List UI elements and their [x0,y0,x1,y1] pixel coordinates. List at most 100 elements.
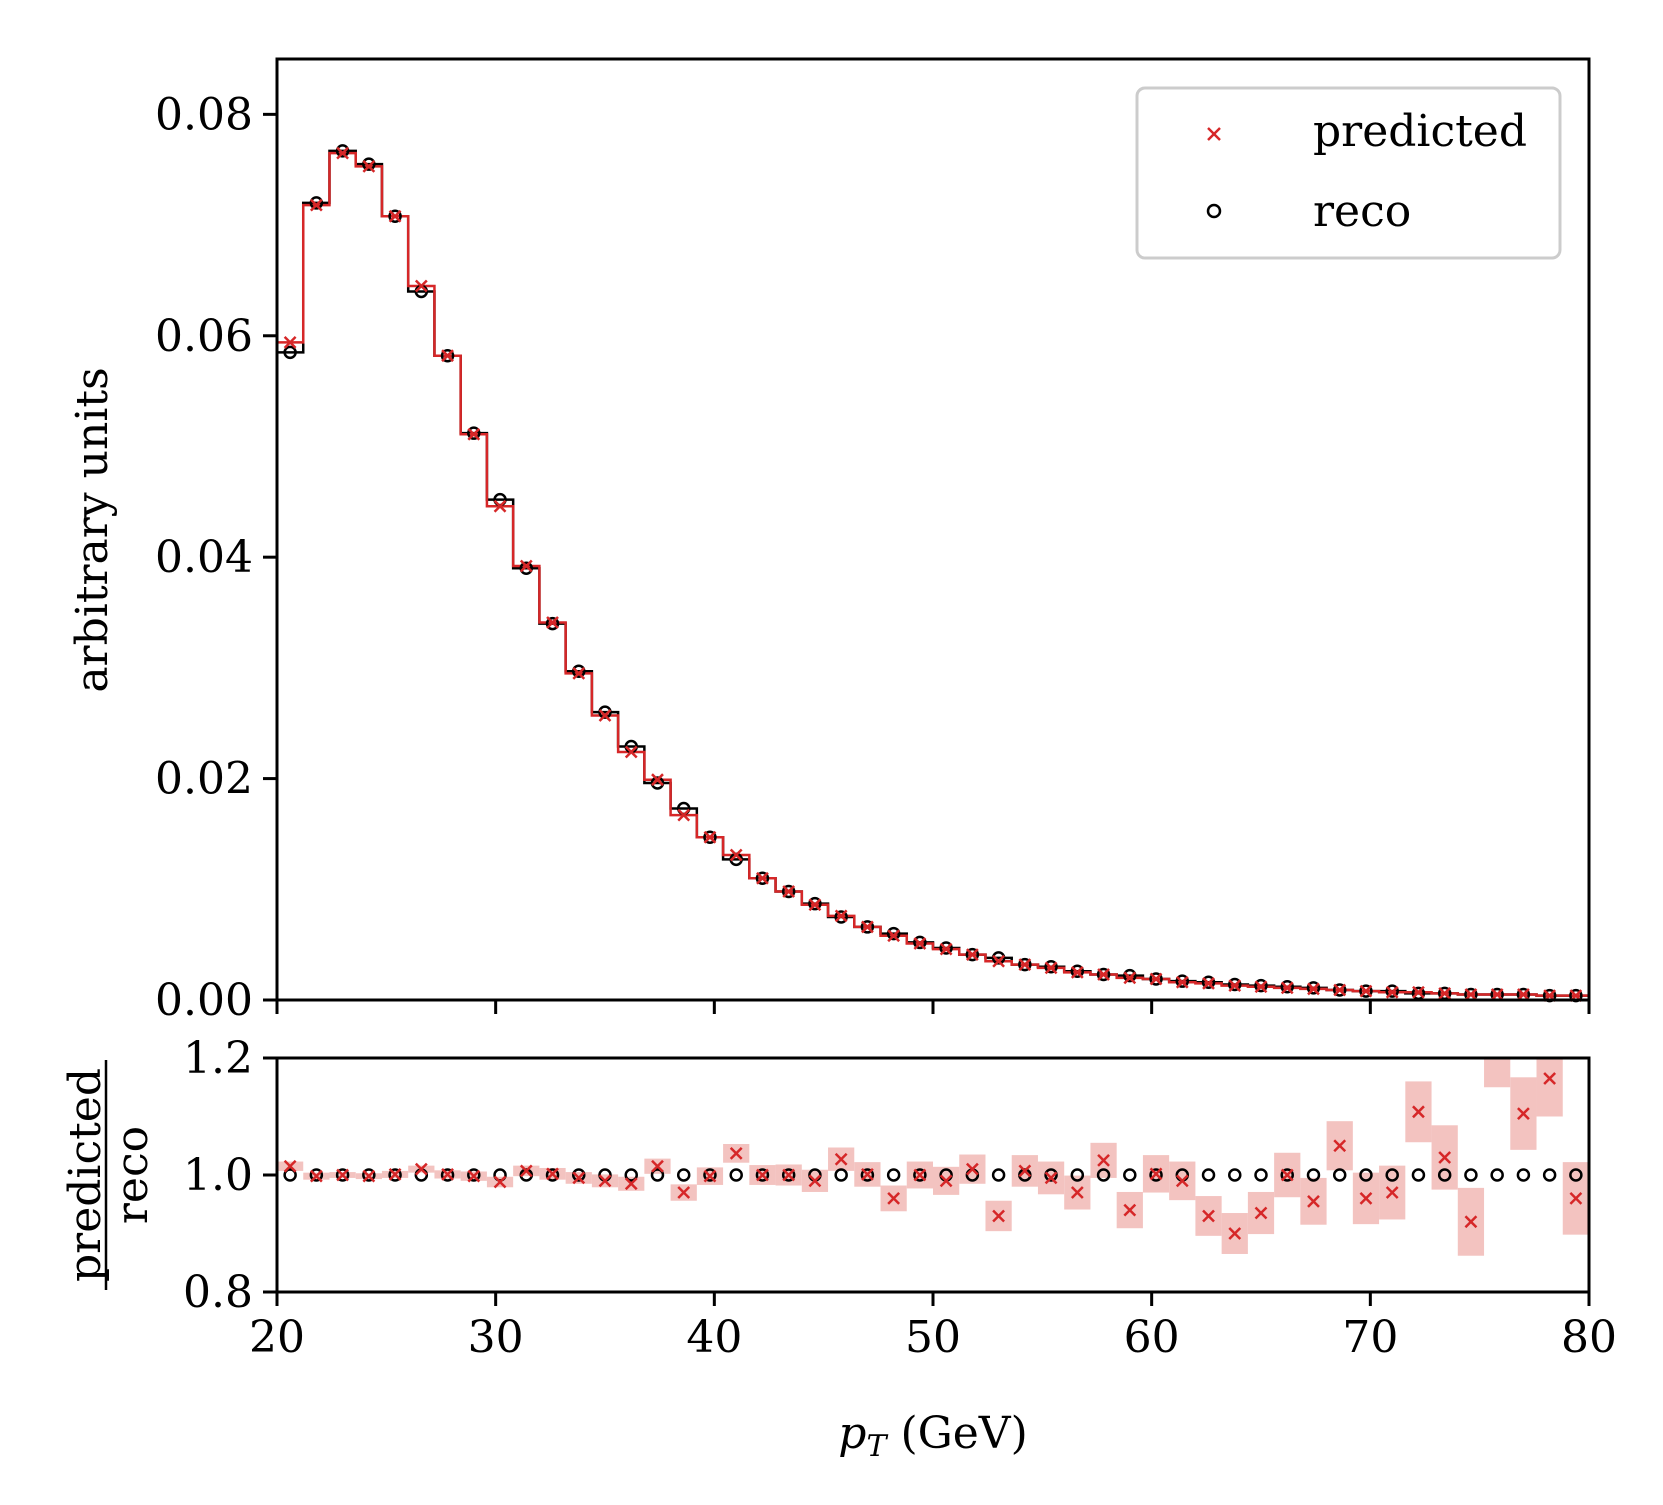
ratio-y-tick-label: 0.8 [183,1267,253,1318]
main-y-tick-label: 0.06 [155,311,253,362]
reco-point [913,935,927,950]
reco-ratio-point [467,1168,481,1182]
reco-point [1385,984,1399,998]
reco-point [440,348,455,363]
x-tick-label: 20 [249,1312,305,1363]
reco-ratio-point [1490,1168,1504,1182]
reco-point [1359,984,1373,998]
reco-ratio-point [1306,1168,1321,1182]
predicted-ratio-point [1149,1167,1163,1181]
predicted-ratio-point [939,1174,953,1188]
predicted-ratio-point [309,1169,323,1183]
reco-ratio-point [1044,1168,1058,1182]
reco-point [1044,960,1058,974]
predicted-ratio-point [703,1169,717,1183]
predicted-point [887,929,901,943]
main-y-tick-label: 0.02 [155,754,253,805]
ratio-y-label-denominator: reco [107,1126,158,1224]
predicted-ratio-point [283,1159,297,1173]
predicted-ratio-point [388,1168,402,1181]
x-tick-label: 30 [468,1312,524,1363]
reco-ratio-point [1096,1168,1111,1182]
predicted-ratio-point [572,1171,586,1185]
predicted-point [336,146,349,160]
ratio-error-bands [277,1058,1589,1256]
reco-point [886,926,901,941]
ratio-y-tick-label: 1.2 [183,1033,253,1084]
reco-point [834,910,848,924]
predicted-point [1254,980,1268,994]
reco-ratio-point [388,1168,402,1182]
predicted-point [782,885,796,898]
predicted-point [651,773,664,787]
reco-ratio-point [703,1168,717,1182]
legend-reco-marker [1206,203,1222,219]
predicted-ratio-point [729,1146,743,1160]
main-y-ticks: 0.00 0.02 0.04 0.06 0.08 [155,89,277,1026]
predicted-ratio-point [1464,1215,1478,1229]
reco-histogram-step [275,149,1589,1000]
predicted-ratio-point [467,1169,481,1183]
predicted-point [1149,972,1163,986]
predicted-point [1044,961,1058,975]
x-tick-label: 60 [1124,1312,1180,1363]
reco-point [1123,968,1137,983]
reco-point [388,209,402,223]
predicted-ratio-point [414,1162,428,1176]
predicted-point [283,336,297,349]
predicted-ratio-point [441,1168,454,1181]
reco-point [1228,977,1242,992]
ratio-panel: 0.81.01.2 20 30 40 50 60 70 80 predicted reco … [60,1033,1617,1464]
reco-ratio-point [991,1168,1006,1182]
predicted-point [598,709,612,722]
predicted-ratio-point [1123,1203,1137,1217]
predicted-ratio-point [1044,1171,1058,1185]
predicted-point [1202,977,1215,990]
legend-reco-label: reco [1313,186,1411,237]
predicted-ratio-point [677,1186,691,1199]
reco-point [1306,981,1321,995]
predicted-ratio-point [1097,1153,1110,1167]
reco-ratio-point [309,1168,324,1182]
reco-ratio-point [913,1168,927,1182]
reco-point [860,920,875,934]
x-tick-label: 70 [1342,1312,1398,1363]
reco-point [1175,974,1190,988]
predicted-point [1359,984,1373,998]
ratio-y-tick-label: 1.0 [183,1150,253,1201]
x-axis-label-sub: T [866,1429,888,1464]
reco-ratio-point [1516,1168,1531,1182]
predicted-ratio-point [651,1159,664,1173]
reco-ratio-point [624,1168,638,1182]
reco-point [1254,978,1268,993]
ratio-error-band [1484,1058,1511,1088]
predicted-point [1464,988,1478,1001]
reco-point [335,144,350,158]
reco-ratio-point [1385,1168,1399,1182]
x-tick-label: 40 [686,1312,742,1363]
predicted-point [1175,975,1189,989]
predicted-ratio-point [1228,1227,1242,1240]
predicted-ratio-point [965,1162,979,1176]
main-markers [283,144,1583,1003]
predicted-point [572,667,586,680]
reco-point [309,196,324,210]
predicted-ratio-point [756,1168,769,1182]
reco-ratio-point [676,1168,691,1182]
reco-point [1332,983,1347,997]
predicted-point [1097,968,1110,981]
predicted-ratio-point [546,1167,559,1181]
reco-ratio-point [1464,1168,1478,1182]
predicted-ratio-point [992,1209,1005,1223]
predicted-ratio-point [1254,1206,1268,1220]
predicted-point [992,954,1005,968]
predicted-point [1307,982,1320,996]
predicted-point [1385,985,1399,999]
reco-point [1149,972,1163,986]
main-histogram [275,149,1589,1000]
predicted-point [467,427,481,441]
reco-ratio-point [781,1168,796,1182]
predicted-ratio-point [1543,1072,1557,1085]
reco-point [1070,964,1085,978]
